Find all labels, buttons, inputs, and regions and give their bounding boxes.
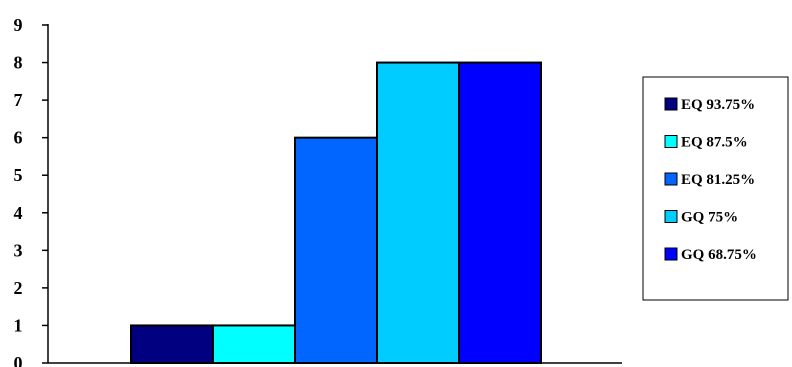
legend-label-1: EQ 93.75% [681,97,755,113]
y-tick-label: 6 [14,128,23,148]
legend-swatch-3 [665,173,677,185]
legend-label-2: EQ 87.5% [681,135,748,151]
y-tick-label: 1 [14,315,23,335]
legend-label-3: EQ 81.25% [681,172,755,188]
legend-label-5: GQ 68.75% [681,247,757,263]
bar-1 [131,325,213,363]
bar-2 [213,325,295,363]
y-axis-tick-labels: 0 1 2 3 4 5 6 7 8 9 [14,15,23,367]
legend-swatch-2 [665,136,677,148]
y-tick-label: 2 [14,278,23,298]
y-tick-label: 4 [14,203,23,223]
y-tick-label: 0 [14,353,23,367]
legend-label-4: GQ 75% [681,210,738,226]
y-tick-label: 9 [14,15,23,35]
y-tick-label: 5 [14,165,23,185]
bar-4 [377,63,459,363]
legend-swatch-4 [665,211,677,223]
bars [131,63,541,363]
legend: EQ 93.75% EQ 87.5% EQ 81.25% GQ 75% GQ 68.75… [643,77,788,300]
legend-swatch-5 [665,248,677,260]
y-axis-ticks [42,25,48,363]
y-tick-label: 7 [14,90,23,110]
bar-3 [295,138,377,363]
bar-5 [459,63,541,363]
legend-swatch-1 [665,98,677,110]
y-tick-label: 3 [14,240,23,260]
y-tick-label: 8 [14,53,23,73]
